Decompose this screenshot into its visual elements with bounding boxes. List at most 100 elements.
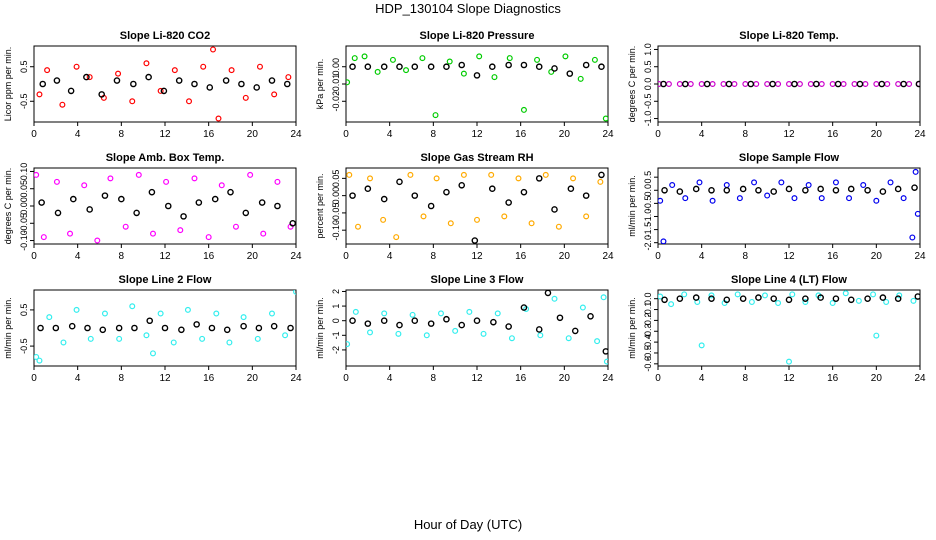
hourly-point: [661, 186, 668, 194]
hourly-point: [443, 315, 450, 323]
data-point: [367, 175, 374, 182]
x-tick-label: 20: [247, 251, 259, 262]
hourly-point: [164, 202, 172, 210]
hourly-point: [222, 77, 230, 84]
data-point: [906, 80, 913, 87]
hourly-point: [238, 80, 245, 88]
hourly-point: [894, 185, 902, 193]
y-tick-label: 0.5: [643, 60, 653, 73]
data-point: [528, 220, 535, 227]
hourly-point: [520, 61, 528, 69]
data-point: [381, 310, 388, 317]
y-axis-label: degrees C per min.: [3, 168, 13, 245]
data-point: [177, 227, 184, 234]
hourly-point: [770, 188, 778, 195]
panel-title: Slope Sample Flow: [739, 152, 840, 164]
point-layer: [346, 171, 605, 244]
data-point: [452, 327, 459, 334]
y-tick-label: -0.6: [643, 356, 653, 372]
hourly-point: [270, 322, 278, 330]
hourly-point: [770, 295, 778, 302]
hourly-point: [115, 324, 123, 332]
hourly-point: [255, 324, 263, 332]
data-point: [107, 175, 114, 182]
hourly-point: [551, 65, 558, 72]
hourly-point: [785, 185, 793, 193]
x-tick-label: 4: [387, 251, 393, 262]
data-point: [34, 171, 40, 178]
hourly-point: [175, 77, 183, 84]
data-point: [577, 75, 584, 82]
data-point: [228, 67, 235, 74]
data-point: [600, 294, 607, 301]
data-point: [829, 300, 836, 307]
hourly-point: [99, 326, 107, 334]
x-tick-label: 20: [247, 373, 259, 384]
x-tick-label: 20: [871, 251, 883, 262]
data-point: [846, 195, 853, 202]
hourly-point: [879, 294, 887, 301]
x-tick-label: 20: [871, 129, 883, 140]
point-layer: [658, 290, 920, 365]
hourly-point: [364, 320, 372, 327]
hourly-point: [145, 73, 152, 81]
hourly-point: [785, 296, 793, 304]
data-point: [855, 297, 862, 304]
y-tick-label: -0.1: [643, 302, 653, 318]
x-tick-label: 0: [655, 251, 661, 262]
panel-title: Slope Li-820 Pressure: [420, 30, 535, 42]
data-point: [186, 98, 193, 105]
hourly-point: [211, 195, 219, 203]
hourly-point: [556, 314, 564, 322]
data-point: [129, 303, 136, 310]
data-point: [122, 223, 129, 230]
x-tick-label: 12: [159, 251, 171, 262]
x-tick-label: 24: [602, 251, 614, 262]
plot-frame: [657, 167, 921, 245]
hourly-point: [802, 186, 809, 194]
data-point: [488, 171, 495, 178]
y-tick-label: 0.00: [19, 197, 29, 215]
y-tick-label: 0.05: [331, 170, 341, 188]
hourly-point: [505, 199, 512, 206]
x-tick-label: 0: [655, 129, 661, 140]
hourly-point: [443, 63, 450, 71]
hourly-point: [802, 295, 809, 302]
data-point: [374, 68, 381, 75]
x-tick-label: 8: [743, 373, 749, 384]
hourly-point: [571, 327, 579, 335]
x-tick-label: 16: [515, 251, 527, 262]
data-point: [751, 179, 758, 186]
data-point: [34, 353, 40, 360]
y-tick-label: 0.0: [643, 292, 653, 305]
hourly-point: [551, 206, 558, 213]
x-tick-label: 0: [31, 251, 37, 262]
hourly-point: [544, 290, 552, 297]
x-tick-label: 8: [431, 373, 437, 384]
data-point: [734, 291, 741, 298]
y-axis-label: ml/min per min.: [3, 297, 13, 359]
hourly-point: [520, 304, 528, 311]
hourly-point: [458, 61, 466, 69]
hourly-point: [54, 209, 62, 217]
plot-frame: [33, 45, 297, 123]
x-tick-label: 20: [871, 373, 883, 384]
x-tick-label: 4: [387, 373, 393, 384]
x-tick-label: 24: [914, 129, 926, 140]
hourly-point: [739, 185, 747, 193]
hourly-point: [396, 321, 403, 329]
hourly-point: [900, 80, 907, 88]
point-layer: [34, 290, 296, 364]
y-tick-label: -2.0: [643, 235, 653, 251]
hourly-point: [458, 321, 466, 329]
y-tick-label: -0.10: [19, 230, 29, 251]
data-point: [887, 179, 894, 186]
data-point: [555, 223, 562, 230]
data-point: [285, 74, 292, 81]
data-point: [46, 314, 53, 321]
hourly-point: [878, 80, 886, 88]
data-point: [352, 308, 359, 315]
data-point: [761, 292, 768, 299]
hourly-point: [911, 184, 918, 191]
hourly-point: [832, 186, 840, 194]
